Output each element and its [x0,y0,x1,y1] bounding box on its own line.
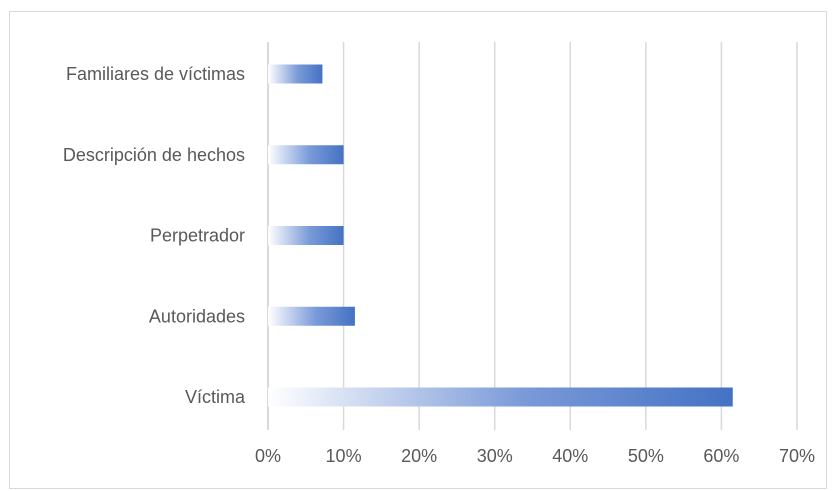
bar [268,226,344,245]
bar [268,387,733,407]
category-label: Perpetrador [150,226,245,246]
x-tick-label: 40% [552,446,588,466]
x-tick-label: 0% [255,446,281,466]
bar [268,64,323,84]
x-axis-tick-labels: 0% 10% 20% 30% 40% 50% 60% 70% [255,446,815,466]
x-tick-label: 70% [779,446,815,466]
x-tick-label: 30% [477,446,513,466]
x-tick-label: 60% [703,446,739,466]
bar [268,306,355,326]
grid-lines [267,42,798,430]
chart-frame [9,11,827,489]
bars [268,64,733,407]
category-label: Víctima [185,387,246,407]
x-tick-label: 10% [326,446,362,466]
x-tick-label: 50% [628,446,664,466]
bar [268,145,344,165]
category-label: Familiares de víctimas [66,64,245,84]
x-tick-label: 20% [401,446,437,466]
category-label: Autoridades [149,306,245,326]
y-axis-category-labels: Víctima Autoridades Perpetrador Descripción… [63,64,246,407]
category-label: Descripción de hechos [63,145,245,165]
